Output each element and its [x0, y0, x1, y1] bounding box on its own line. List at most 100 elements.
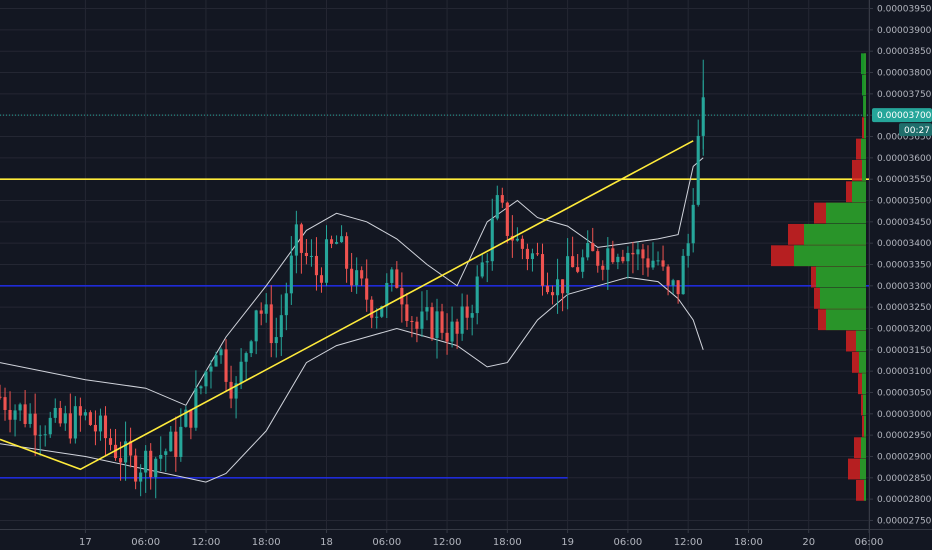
candle-body — [410, 320, 414, 322]
candle-body — [520, 238, 524, 249]
candle-body — [8, 409, 12, 420]
candle-body — [460, 306, 464, 334]
candle-body — [164, 451, 168, 455]
candle-body — [420, 311, 424, 329]
candle-body — [455, 321, 459, 334]
candle-body — [169, 431, 173, 452]
candle-body — [334, 242, 339, 244]
candle-body — [651, 260, 655, 268]
candle-body — [435, 311, 439, 338]
trend-line[interactable] — [0, 140, 694, 471]
candle-body — [485, 261, 489, 263]
candle-body — [500, 195, 504, 203]
candle-body — [616, 256, 620, 263]
candle-body — [360, 270, 364, 279]
volume-profile-bar-up — [820, 287, 866, 309]
candle-body — [88, 412, 92, 425]
volume-profile-bar-up — [794, 245, 866, 267]
candle-body — [314, 255, 319, 276]
volume-profile — [771, 53, 866, 501]
candle-body — [0, 396, 2, 398]
candle-body — [174, 431, 178, 457]
candle-body — [626, 252, 630, 262]
y-tick-label: 0.00003200 — [877, 324, 932, 334]
candle-body — [134, 455, 138, 482]
x-tick-label: 19 — [561, 537, 574, 548]
price-scale[interactable] — [869, 0, 932, 550]
candle-body — [661, 260, 665, 267]
candle-body — [48, 417, 52, 435]
x-tick-label: 12:00 — [192, 537, 221, 548]
candle-body — [596, 251, 600, 266]
candle-body — [78, 406, 82, 416]
y-tick-label: 0.00003850 — [877, 47, 932, 57]
candle-body — [495, 195, 499, 219]
y-tick-label: 0.00003500 — [877, 197, 932, 207]
volume-profile-bar-up — [816, 266, 866, 288]
volume-profile-bar-up — [863, 394, 866, 416]
volume-profile-bar-up — [862, 159, 866, 181]
candle-body — [561, 279, 565, 294]
y-tick-label: 0.00003600 — [877, 154, 932, 164]
candle-body — [83, 412, 87, 416]
volume-profile-bar-up — [864, 479, 866, 501]
candle-body — [3, 397, 7, 410]
candle-body — [254, 310, 258, 342]
candle-body — [450, 321, 454, 342]
candle-body — [666, 266, 670, 286]
candle-body — [53, 407, 57, 418]
time-scale[interactable] — [0, 529, 932, 550]
candle-body — [365, 278, 369, 300]
candle-body — [440, 311, 444, 333]
candle-body — [58, 407, 62, 424]
y-tick-label: 0.00003000 — [877, 410, 932, 420]
volume-profile-bar-up — [864, 117, 866, 139]
y-tick-label: 0.00003950 — [877, 5, 932, 15]
x-tick-label: 17 — [79, 537, 92, 548]
x-axis-ticks: 17 06:00 12:00 18:00 18 06:00 12:00 18:00 19 06:0… — [79, 529, 883, 548]
candle-body — [113, 444, 118, 459]
candle-body — [445, 332, 449, 342]
candle-body — [686, 243, 690, 256]
candle-body — [93, 424, 97, 432]
x-tick-label: 18:00 — [252, 537, 281, 548]
candle-body — [465, 306, 469, 318]
x-tick-label: 06:00 — [855, 537, 884, 548]
candle-body — [581, 257, 585, 272]
candle-body — [430, 307, 434, 338]
volume-profile-bar-up — [856, 330, 866, 352]
candle-body — [294, 224, 298, 256]
candle-body — [375, 316, 379, 318]
trend-line-layer — [0, 140, 694, 471]
volume-profile-bar-up — [864, 415, 866, 437]
candle-body — [490, 218, 494, 262]
volume-profile-bar-up — [862, 373, 866, 395]
candle-body — [636, 249, 640, 255]
y-tick-label: 0.00002850 — [877, 474, 932, 484]
x-tick-label: 20 — [802, 537, 815, 548]
y-tick-label: 0.00003300 — [877, 282, 932, 292]
candle-body — [149, 450, 153, 478]
candle-body — [63, 413, 67, 424]
candle-body — [340, 236, 344, 243]
candle-body — [224, 349, 228, 382]
volume-profile-bar-up — [861, 53, 866, 75]
candle-body — [390, 269, 394, 283]
candle-body — [395, 269, 399, 288]
x-tick-label: 18:00 — [734, 537, 763, 548]
candle-body — [350, 268, 354, 286]
candle-body — [601, 265, 605, 270]
x-tick-label: 18:00 — [493, 537, 522, 548]
y-tick-label: 0.00002800 — [877, 495, 932, 505]
candle-body — [696, 135, 700, 205]
candle-body — [566, 256, 570, 294]
candle-body — [656, 260, 660, 262]
candle-body — [129, 441, 133, 456]
y-tick-label: 0.00003450 — [877, 218, 932, 228]
candle-body — [184, 409, 188, 427]
candle-body — [98, 415, 103, 432]
y-tick-label: 0.00003800 — [877, 69, 932, 79]
